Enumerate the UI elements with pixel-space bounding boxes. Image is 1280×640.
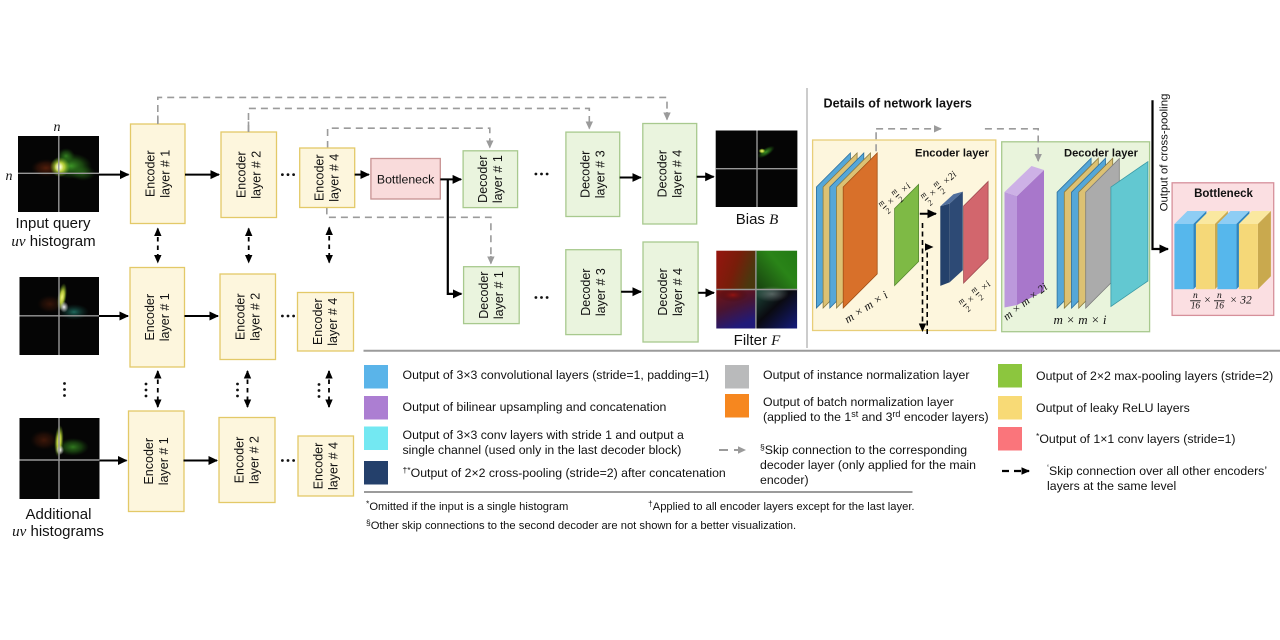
svg-text:§Other skip connections to the: §Other skip connections to the second de… xyxy=(366,518,796,533)
svg-text:uv histograms: uv histograms xyxy=(12,523,104,540)
svg-text:Additional: Additional xyxy=(26,506,92,523)
svg-text:Encoder: Encoder xyxy=(142,438,156,485)
svg-text:Decoder: Decoder xyxy=(655,150,669,197)
svg-text:layer # 1: layer # 1 xyxy=(492,271,506,319)
svg-text:n: n xyxy=(1193,291,1198,301)
svg-text:§Skip connection to the corres: §Skip connection to the corresponding xyxy=(760,442,967,457)
svg-text:‘Skip connection over all othe: ‘Skip connection over all other encoders… xyxy=(1047,463,1267,478)
svg-text:m: m xyxy=(876,198,886,209)
svg-text:Bottleneck: Bottleneck xyxy=(377,173,435,187)
svg-text:2: 2 xyxy=(976,293,985,302)
svg-text:m × m × i: m × m × i xyxy=(1054,312,1107,327)
svg-text:m: m xyxy=(969,284,979,295)
svg-text:2: 2 xyxy=(884,206,893,215)
svg-text:decoder layer (only applied fo: decoder layer (only applied for the main xyxy=(760,458,976,472)
svg-text:m: m xyxy=(889,186,899,197)
svg-text:n: n xyxy=(54,120,61,135)
svg-text:layers at the same level: layers at the same level xyxy=(1047,479,1176,493)
svg-text:layer # 4: layer # 4 xyxy=(671,268,685,316)
svg-text:Bottleneck: Bottleneck xyxy=(1194,188,1253,200)
svg-text:n: n xyxy=(6,169,13,184)
svg-text:Encoder: Encoder xyxy=(143,294,157,341)
svg-text:†Applied to all encoder layers: †Applied to all encoder layers except fo… xyxy=(648,499,915,514)
svg-text:m: m xyxy=(918,190,928,201)
svg-text:Decoder: Decoder xyxy=(476,156,490,203)
svg-text:layer # 2: layer # 2 xyxy=(249,151,263,199)
svg-text:*Output of 1×1 conv layers (st: *Output of 1×1 conv layers (stride=1) xyxy=(1036,431,1236,446)
svg-text:Decoder: Decoder xyxy=(656,268,670,315)
svg-text:Encoder: Encoder xyxy=(233,293,247,340)
svg-text:layer # 2: layer # 2 xyxy=(248,293,262,341)
svg-text:Encoder: Encoder xyxy=(313,154,327,201)
svg-text:Output of instance normalizati: Output of instance normalization layer xyxy=(763,368,969,382)
svg-text:(applied to the 1st and 3rd en: (applied to the 1st and 3rd encoder laye… xyxy=(763,409,989,424)
svg-text:n: n xyxy=(1217,291,1222,301)
svg-text:m: m xyxy=(956,296,966,307)
svg-text:Decoder: Decoder xyxy=(578,151,592,198)
svg-text:layer # 3: layer # 3 xyxy=(594,268,608,316)
svg-text:Encoder: Encoder xyxy=(311,298,325,345)
svg-text:layer # 4: layer # 4 xyxy=(326,442,340,490)
svg-text:2: 2 xyxy=(926,198,935,207)
svg-text:16: 16 xyxy=(1191,302,1201,312)
svg-text:Encoder: Encoder xyxy=(311,443,325,490)
svg-text:Output of 3×3 convolutional la: Output of 3×3 convolutional layers (stri… xyxy=(403,368,710,382)
svg-text:layer # 1: layer # 1 xyxy=(158,150,172,198)
svg-text:layer # 4: layer # 4 xyxy=(326,298,340,346)
svg-text:Output of cross-pooling: Output of cross-pooling xyxy=(1159,94,1171,212)
svg-text:× 32: × 32 xyxy=(1230,295,1252,307)
svg-text:layer # 2: layer # 2 xyxy=(248,436,262,484)
svg-text:uv histogram: uv histogram xyxy=(11,233,95,250)
svg-text:Encoder layer: Encoder layer xyxy=(915,148,990,160)
svg-text:layer # 3: layer # 3 xyxy=(593,150,607,198)
svg-text:Encoder: Encoder xyxy=(143,150,157,197)
svg-text:Output of 3×3 conv layers with: Output of 3×3 conv layers with stride 1 … xyxy=(403,428,684,442)
svg-text:Output of leaky ReLU layers: Output of leaky ReLU layers xyxy=(1036,401,1190,415)
svg-text:Encoder: Encoder xyxy=(234,151,248,198)
svg-text:layer # 1: layer # 1 xyxy=(157,437,171,485)
svg-text:*Omitted if the input is a sin: *Omitted if the input is a single histog… xyxy=(366,499,568,514)
svg-text:16: 16 xyxy=(1215,302,1225,312)
svg-text:Output of bilinear upsampling: Output of bilinear upsampling and concat… xyxy=(403,400,667,414)
svg-text:Decoder layer: Decoder layer xyxy=(1064,148,1139,160)
svg-text:encoder): encoder) xyxy=(760,473,809,487)
svg-text:2: 2 xyxy=(896,195,905,204)
svg-text:m: m xyxy=(931,178,941,189)
svg-text:Encoder: Encoder xyxy=(233,437,247,484)
svg-text:2: 2 xyxy=(938,187,947,196)
svg-text:Decoder: Decoder xyxy=(477,272,491,319)
svg-text:×: × xyxy=(1203,295,1211,307)
svg-text:Input query: Input query xyxy=(15,215,91,232)
svg-text:Filter F: Filter F xyxy=(734,332,782,349)
svg-text:2: 2 xyxy=(964,304,973,313)
svg-text:Decoder: Decoder xyxy=(579,269,593,316)
svg-text:Details of network layers: Details of network layers xyxy=(824,97,972,111)
svg-text:layer # 4: layer # 4 xyxy=(670,150,684,198)
svg-text:†*Output of 2×2 cross-pooling: †*Output of 2×2 cross-pooling (stride=2)… xyxy=(403,465,726,480)
svg-text:Output of 2×2 max-pooling laye: Output of 2×2 max-pooling layers (stride… xyxy=(1036,369,1273,383)
svg-text:layer # 1: layer # 1 xyxy=(491,155,505,203)
svg-text:Bias B: Bias B xyxy=(736,211,779,228)
svg-text:layer # 4: layer # 4 xyxy=(328,154,342,202)
svg-text:single channel (used only in t: single channel (used only in the last de… xyxy=(403,443,682,457)
svg-text:layer # 1: layer # 1 xyxy=(158,293,172,341)
svg-text:Output of batch normalization: Output of batch normalization layer xyxy=(763,395,954,409)
